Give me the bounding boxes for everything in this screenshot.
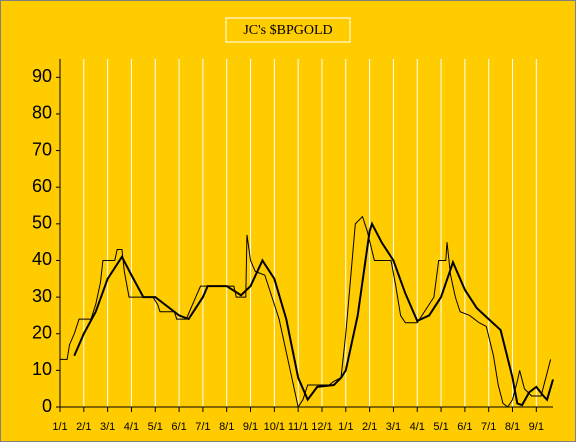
y-tick-label: 40 — [32, 249, 52, 269]
x-tick-label: 10/1 — [264, 421, 285, 433]
x-tick-label: 9/1 — [529, 421, 544, 433]
x-tick-label: 2/1 — [76, 421, 91, 433]
x-tick-label: 2/1 — [362, 421, 377, 433]
y-tick-label: 10 — [32, 359, 52, 379]
x-tick-label: 5/1 — [148, 421, 163, 433]
x-tick-label: 4/1 — [410, 421, 425, 433]
x-tick-label: 11/1 — [288, 421, 309, 433]
series-line — [73, 221, 554, 407]
x-tick-label: 3/1 — [386, 421, 401, 433]
y-tick-label: 0 — [42, 396, 52, 416]
x-tick-label: 1/1 — [338, 421, 353, 433]
x-tick-label: 3/1 — [100, 421, 115, 433]
x-tick-label: 7/1 — [481, 421, 496, 433]
x-tick-label: 8/1 — [219, 421, 234, 433]
y-tick-label: 20 — [32, 322, 52, 342]
chart-title: JC's $BPGOLD — [243, 23, 332, 38]
y-tick-label: 60 — [32, 176, 52, 196]
y-tick-label: 70 — [32, 139, 52, 159]
x-tick-label: 9/1 — [243, 421, 258, 433]
x-tick-label: 6/1 — [457, 421, 472, 433]
y-tick-label: 50 — [32, 213, 52, 233]
x-tick-label: 1/1 — [52, 421, 67, 433]
x-tick-label: 12/1 — [311, 421, 332, 433]
title-box — [225, 17, 351, 43]
y-tick-label: 90 — [32, 66, 52, 86]
x-tick-label: 8/1 — [505, 421, 520, 433]
y-tick-label: 30 — [32, 286, 52, 306]
x-tick-label: 7/1 — [195, 421, 210, 433]
x-tick-label: 5/1 — [433, 421, 448, 433]
y-tick-label: 80 — [32, 103, 52, 123]
x-tick-label: 6/1 — [171, 421, 186, 433]
x-tick-label: 4/1 — [124, 421, 139, 433]
